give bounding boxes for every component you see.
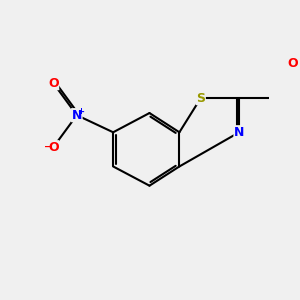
- Text: S: S: [196, 92, 205, 105]
- Text: N: N: [72, 109, 82, 122]
- Text: O: O: [287, 57, 298, 70]
- Text: +: +: [77, 106, 85, 116]
- Text: N: N: [234, 126, 244, 139]
- Text: O: O: [48, 76, 58, 90]
- Text: O: O: [48, 141, 58, 154]
- Text: −: −: [44, 142, 52, 152]
